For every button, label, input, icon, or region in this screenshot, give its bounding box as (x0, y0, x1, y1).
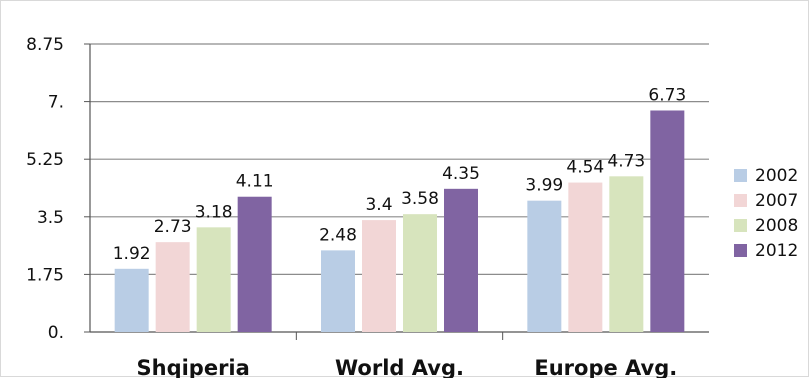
category-label: Shqiperia (137, 356, 250, 378)
data-label: 2.48 (319, 225, 357, 245)
bar-2007 (362, 220, 396, 332)
data-label: 4.11 (236, 172, 274, 192)
data-label: 3.58 (401, 189, 439, 209)
legend-swatch (734, 169, 747, 182)
data-label: 4.54 (566, 158, 604, 178)
category-label: World Avg. (335, 356, 464, 378)
category-label: Europe Avg. (534, 356, 677, 378)
legend-label: 2002 (755, 166, 798, 186)
y-tick-label: 0. (48, 323, 64, 343)
bar-2008 (196, 227, 231, 332)
bar-2008 (403, 214, 437, 332)
y-tick-label: 3.5 (37, 208, 64, 228)
bar-2002 (321, 250, 355, 332)
legend-swatch (734, 219, 747, 232)
data-label: 3.4 (365, 195, 392, 215)
data-label: 3.18 (195, 202, 233, 222)
legend-swatch (734, 244, 747, 257)
data-label: 4.73 (607, 151, 645, 171)
data-label: 2.73 (154, 217, 192, 237)
legend-label: 2012 (755, 241, 798, 261)
legend-label: 2007 (755, 191, 798, 211)
data-label: 3.99 (525, 176, 563, 196)
bar-2012 (444, 188, 478, 332)
data-label: 1.92 (113, 244, 151, 264)
legend-label: 2008 (755, 216, 798, 236)
y-tick-label: 5.25 (26, 150, 64, 170)
bar-2007 (155, 242, 190, 332)
y-tick-label: 7. (48, 93, 64, 113)
bar-2002 (114, 268, 149, 332)
bar-2012 (237, 196, 272, 332)
bar-2007 (568, 182, 603, 332)
bar-2012 (650, 110, 685, 333)
bar-2002 (527, 200, 562, 332)
bar-2008 (609, 176, 644, 332)
data-label: 4.35 (442, 164, 480, 184)
y-tick-label: 8.75 (26, 35, 64, 55)
data-label: 6.73 (648, 85, 686, 105)
legend-swatch (734, 194, 747, 207)
y-tick-label: 1.75 (26, 265, 64, 285)
